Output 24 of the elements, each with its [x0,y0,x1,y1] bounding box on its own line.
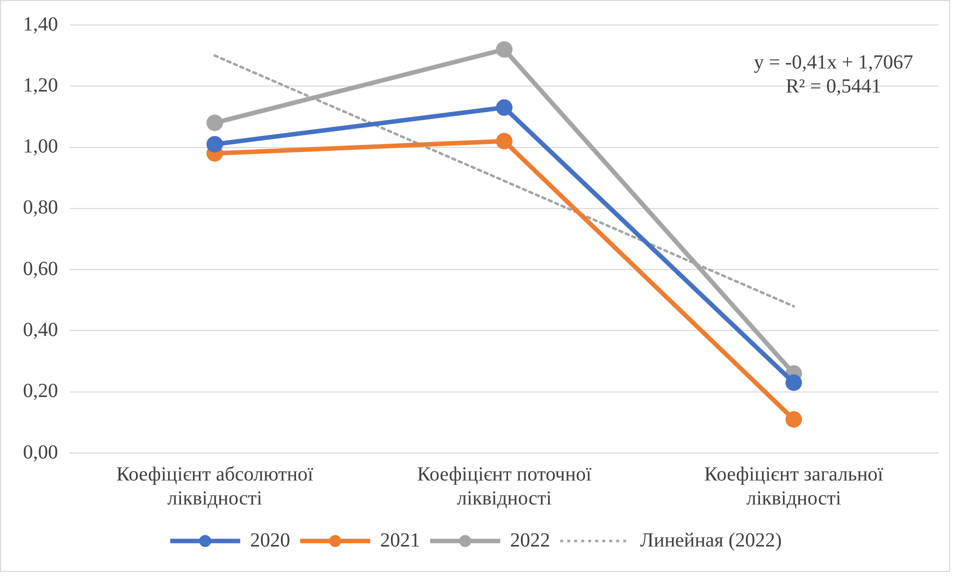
annotation: R² = 0,5441 [786,75,882,98]
legend-label: Линейная (2022) [640,529,782,552]
point [496,132,512,150]
point [786,374,802,391]
legend-label: 2021 [380,529,420,552]
y-tick-label: 1,20 [23,74,58,96]
point [786,411,802,428]
legend-label: 2022 [510,529,550,552]
x-tick-label: Коефіцієнт поточної ліквідності [417,463,592,510]
point [496,41,512,58]
y-tick-label: 0,40 [23,318,58,341]
y-tick-label: 1,00 [23,136,58,158]
y-tick-label: 0,20 [23,380,58,402]
x-tick-label: Коефіцієнт абсолютної ліквідності [116,463,314,510]
y-tick-label: 1,40 [23,13,58,36]
x-tick-label: Коефіцієнт загальної ліквідності [704,463,884,510]
point [206,136,223,152]
point [206,114,223,132]
legend-label: 2020 [250,529,290,552]
point [496,99,512,116]
y-tick-label: 0,80 [23,196,58,219]
y-tick-label: 0,60 [23,258,58,280]
y-tick-label: 0,00 [23,441,58,464]
annotation: y = -0,41x + 1,7067 [754,51,914,74]
